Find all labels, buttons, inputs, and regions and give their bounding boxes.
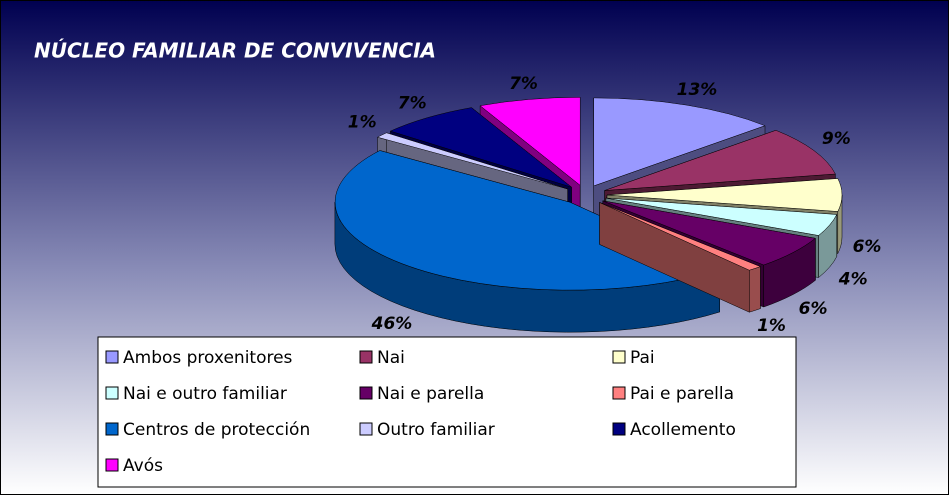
- legend-label: Outro familiar: [377, 420, 495, 440]
- pie-slice: [599, 202, 762, 313]
- data-label: 9%: [822, 129, 851, 149]
- legend-label: Ambos proxenitores: [123, 348, 293, 368]
- slice-top: [389, 107, 572, 188]
- slice-top: [604, 130, 836, 191]
- data-label: 6%: [853, 237, 882, 257]
- slice-side: [749, 266, 761, 313]
- legend-label: Acollemento: [630, 420, 736, 440]
- legend: [97, 336, 797, 488]
- data-label: 6%: [799, 299, 828, 319]
- slice-top: [479, 97, 581, 186]
- slice-top: [606, 178, 843, 212]
- legend-swatch: [105, 422, 119, 436]
- legend-swatch: [105, 458, 119, 472]
- slice-top: [605, 197, 838, 236]
- legend-swatch: [359, 422, 373, 436]
- legend-swatch: [612, 350, 626, 364]
- slice-top: [593, 97, 766, 187]
- chart-title: NÚCLEO FAMILIAR DE CONVIVENCIA: [34, 39, 436, 63]
- legend-swatch: [359, 350, 373, 364]
- data-label: 4%: [838, 270, 868, 290]
- data-label: 13%: [677, 80, 718, 100]
- slice-top: [602, 200, 816, 266]
- legend-label: Pai e parella: [630, 384, 734, 404]
- legend-label: Pai: [630, 348, 655, 368]
- slice-top: [376, 132, 568, 190]
- legend-swatch: [612, 422, 626, 436]
- legend-swatch: [105, 386, 119, 400]
- data-label: 7%: [398, 94, 427, 114]
- data-label: 1%: [757, 316, 786, 336]
- legend-label: Centros de protección: [123, 420, 310, 440]
- data-label: 7%: [509, 74, 538, 94]
- legend-swatch: [612, 386, 626, 400]
- slice-top: [599, 202, 762, 271]
- legend-swatch: [359, 386, 373, 400]
- legend-label: Nai e outro familiar: [123, 384, 287, 404]
- legend-label: Nai: [377, 348, 405, 368]
- legend-swatch: [105, 350, 119, 364]
- data-label: 1%: [348, 112, 377, 132]
- legend-label: Avós: [123, 456, 163, 476]
- legend-label: Nai e parella: [377, 384, 484, 404]
- data-label: 46%: [371, 314, 413, 334]
